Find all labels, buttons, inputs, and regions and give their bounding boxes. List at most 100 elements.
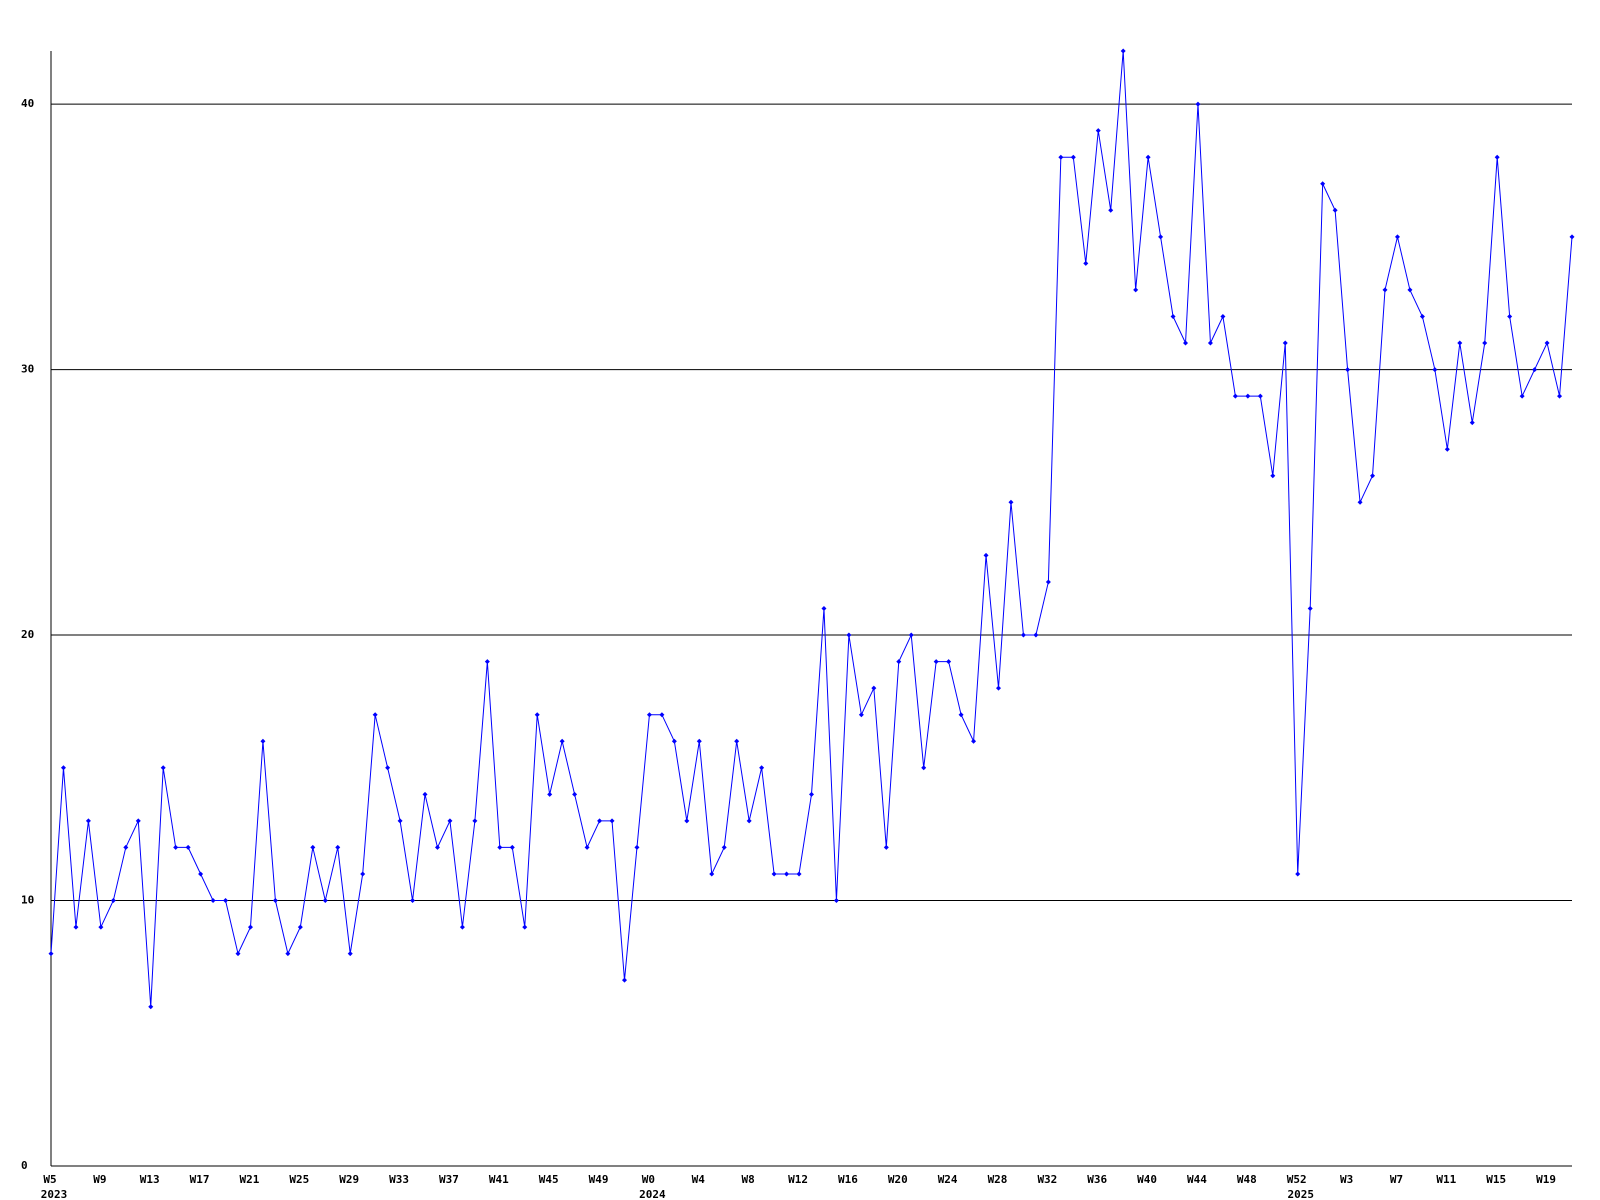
data-point	[1357, 499, 1363, 505]
x-tick-label: W41	[489, 1173, 509, 1186]
x-tick-label: W15	[1486, 1173, 1506, 1186]
x-tick-label: W37	[439, 1173, 459, 1186]
data-point	[1507, 313, 1513, 319]
x-tick-label: W33	[389, 1173, 409, 1186]
data-point	[410, 898, 416, 904]
data-point	[746, 818, 752, 824]
data-point	[135, 818, 141, 824]
x-year-label: 2024	[639, 1188, 666, 1200]
x-tick-label: W44	[1187, 1173, 1207, 1186]
data-point	[771, 871, 777, 877]
data-point	[821, 606, 827, 611]
data-point	[1257, 393, 1263, 399]
x-tick-label: W8	[742, 1173, 755, 1186]
data-point	[1407, 287, 1413, 293]
data-point	[946, 659, 952, 665]
x-tick-label: W52	[1287, 1173, 1307, 1186]
data-point	[883, 844, 889, 850]
data-point	[285, 951, 291, 957]
data-point	[1569, 234, 1575, 240]
data-point	[360, 871, 366, 877]
data-point	[1095, 128, 1101, 134]
data-point	[1332, 207, 1338, 213]
x-tick-label: W3	[1340, 1173, 1353, 1186]
data-point	[85, 818, 91, 824]
data-point	[484, 659, 490, 665]
data-point	[734, 738, 740, 744]
data-point	[1557, 393, 1563, 399]
data-point	[110, 898, 116, 904]
data-point	[1345, 367, 1351, 373]
data-point	[958, 712, 964, 718]
x-tick-label: W25	[289, 1173, 309, 1186]
data-point	[1170, 313, 1176, 319]
data-point	[1370, 473, 1376, 479]
data-point	[759, 765, 765, 771]
data-point	[1083, 260, 1089, 266]
data-point	[509, 844, 515, 850]
data-point	[1532, 367, 1538, 373]
data-point	[322, 898, 328, 904]
data-point	[609, 818, 615, 824]
x-tick-label: W17	[190, 1173, 210, 1186]
data-point	[1108, 207, 1114, 213]
data-point	[1133, 287, 1139, 293]
y-tick-label: 0	[21, 1159, 28, 1172]
data-point	[1045, 579, 1051, 585]
data-point	[522, 924, 528, 930]
x-tick-label: W16	[838, 1173, 858, 1186]
data-point	[434, 844, 440, 850]
x-tick-label: W7	[1390, 1173, 1403, 1186]
data-point	[223, 898, 229, 904]
data-point	[1183, 340, 1189, 346]
data-point	[372, 712, 378, 718]
data-point	[634, 844, 640, 850]
data-point	[1282, 340, 1288, 346]
x-tick-label: W11	[1436, 1173, 1456, 1186]
x-tick-label: W40	[1137, 1173, 1157, 1186]
data-point	[297, 924, 303, 930]
data-point	[584, 844, 590, 850]
data-point	[858, 712, 864, 718]
data-point	[185, 844, 191, 850]
data-point	[1145, 154, 1151, 160]
data-point	[1444, 446, 1450, 452]
data-point	[1544, 340, 1550, 346]
data-point	[1207, 340, 1213, 346]
x-tick-label: W5	[43, 1173, 56, 1186]
data-point	[235, 951, 241, 957]
y-tick-label: 40	[21, 97, 34, 110]
data-point	[796, 871, 802, 877]
x-tick-label: W48	[1237, 1173, 1257, 1186]
data-point	[1469, 420, 1475, 426]
x-tick-label: W4	[692, 1173, 706, 1186]
data-point	[385, 765, 391, 771]
data-point	[1320, 181, 1326, 187]
data-point	[123, 844, 129, 850]
data-point	[1457, 340, 1463, 346]
x-tick-label: W36	[1087, 1173, 1107, 1186]
data-point	[422, 791, 428, 797]
x-tick-label: W20	[888, 1173, 908, 1186]
data-point	[709, 871, 715, 877]
data-point	[98, 924, 104, 930]
data-point	[472, 818, 478, 824]
data-point	[148, 1004, 154, 1010]
data-point	[397, 818, 403, 824]
data-point	[1070, 154, 1076, 160]
data-point	[933, 659, 939, 665]
data-point	[1382, 287, 1388, 293]
data-point	[646, 712, 652, 718]
x-tick-label: W0	[642, 1173, 655, 1186]
data-point	[1220, 313, 1226, 319]
x-year-label: 2023	[41, 1188, 68, 1200]
data-point	[1058, 154, 1064, 160]
data-point	[921, 765, 927, 771]
data-point	[1008, 499, 1014, 505]
data-point	[1020, 632, 1026, 638]
data-point	[1270, 473, 1276, 479]
series-line	[50, 50, 1573, 1007]
data-point	[996, 685, 1002, 691]
data-point	[497, 844, 503, 850]
